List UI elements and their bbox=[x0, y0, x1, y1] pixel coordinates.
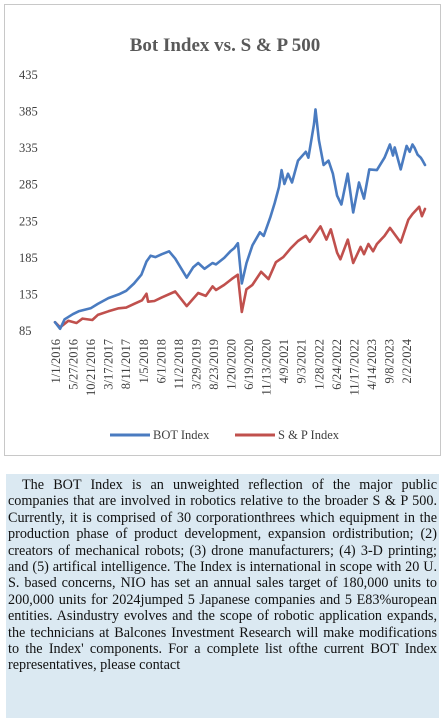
x-tick-label: 1/5/2018 bbox=[137, 339, 151, 383]
x-tick-label: 4/14/2023 bbox=[365, 339, 379, 390]
chart-panel: Bot Index vs. S & P 500 85 135 185 235 285 33… bbox=[4, 4, 441, 456]
y-tick-label: 435 bbox=[19, 68, 38, 82]
x-tick-label: 11/13/2020 bbox=[260, 339, 274, 395]
y-tick-label: 135 bbox=[19, 287, 38, 301]
line-chart: Bot Index vs. S & P 500 85 135 185 235 285 33… bbox=[19, 35, 427, 442]
x-tick-label: 2/2/2024 bbox=[400, 338, 414, 383]
legend: BOT Index S & P Index bbox=[110, 428, 340, 442]
x-tick-label: 9/8/2023 bbox=[382, 339, 396, 383]
y-tick-label: 335 bbox=[19, 141, 38, 155]
y-tick-label: 235 bbox=[19, 214, 38, 228]
legend-label: S & P Index bbox=[278, 428, 340, 442]
x-tick-label: 8/11/2017 bbox=[119, 339, 133, 389]
x-tick-label: 4/9/2021 bbox=[277, 339, 291, 383]
x-tick-label: 1/1/2016 bbox=[49, 339, 63, 383]
description-panel: The BOT Index is an unweighted reflectio… bbox=[6, 474, 439, 718]
y-axis: 85 135 185 235 285 335 385 435 bbox=[19, 68, 38, 338]
x-tick-label: 6/19/2020 bbox=[242, 339, 256, 390]
x-tick-label: 5/27/2016 bbox=[67, 339, 81, 390]
chart-title: Bot Index vs. S & P 500 bbox=[130, 35, 321, 56]
x-tick-label: 11/2/2018 bbox=[172, 339, 186, 389]
x-tick-label: 3/17/2017 bbox=[102, 339, 116, 390]
x-tick-label: 6/24/2022 bbox=[330, 339, 344, 390]
x-tick-label: 1/28/2022 bbox=[312, 339, 326, 390]
x-tick-label: 1/20/2020 bbox=[225, 339, 239, 390]
y-tick-label: 185 bbox=[19, 251, 38, 265]
x-axis: 1/1/2016 5/27/2016 10/21/2016 3/17/2017 8/11… bbox=[49, 338, 414, 396]
description-text: The BOT Index is an unweighted reflectio… bbox=[8, 477, 437, 674]
y-tick-label: 85 bbox=[19, 324, 32, 338]
y-tick-label: 285 bbox=[19, 178, 38, 192]
x-tick-label: 3/29/2019 bbox=[189, 339, 203, 390]
x-tick-label: 6/1/2018 bbox=[154, 339, 168, 383]
series-lines bbox=[53, 108, 427, 331]
x-tick-label: 8/23/2019 bbox=[207, 339, 221, 390]
x-tick-label: 9/3/2021 bbox=[295, 339, 309, 383]
legend-label: BOT Index bbox=[153, 428, 210, 442]
series-line bbox=[53, 205, 427, 329]
y-tick-label: 385 bbox=[19, 105, 38, 119]
x-tick-label: 11/17/2022 bbox=[347, 339, 361, 395]
x-tick-label: 10/21/2016 bbox=[84, 339, 98, 396]
series-line bbox=[53, 108, 427, 331]
